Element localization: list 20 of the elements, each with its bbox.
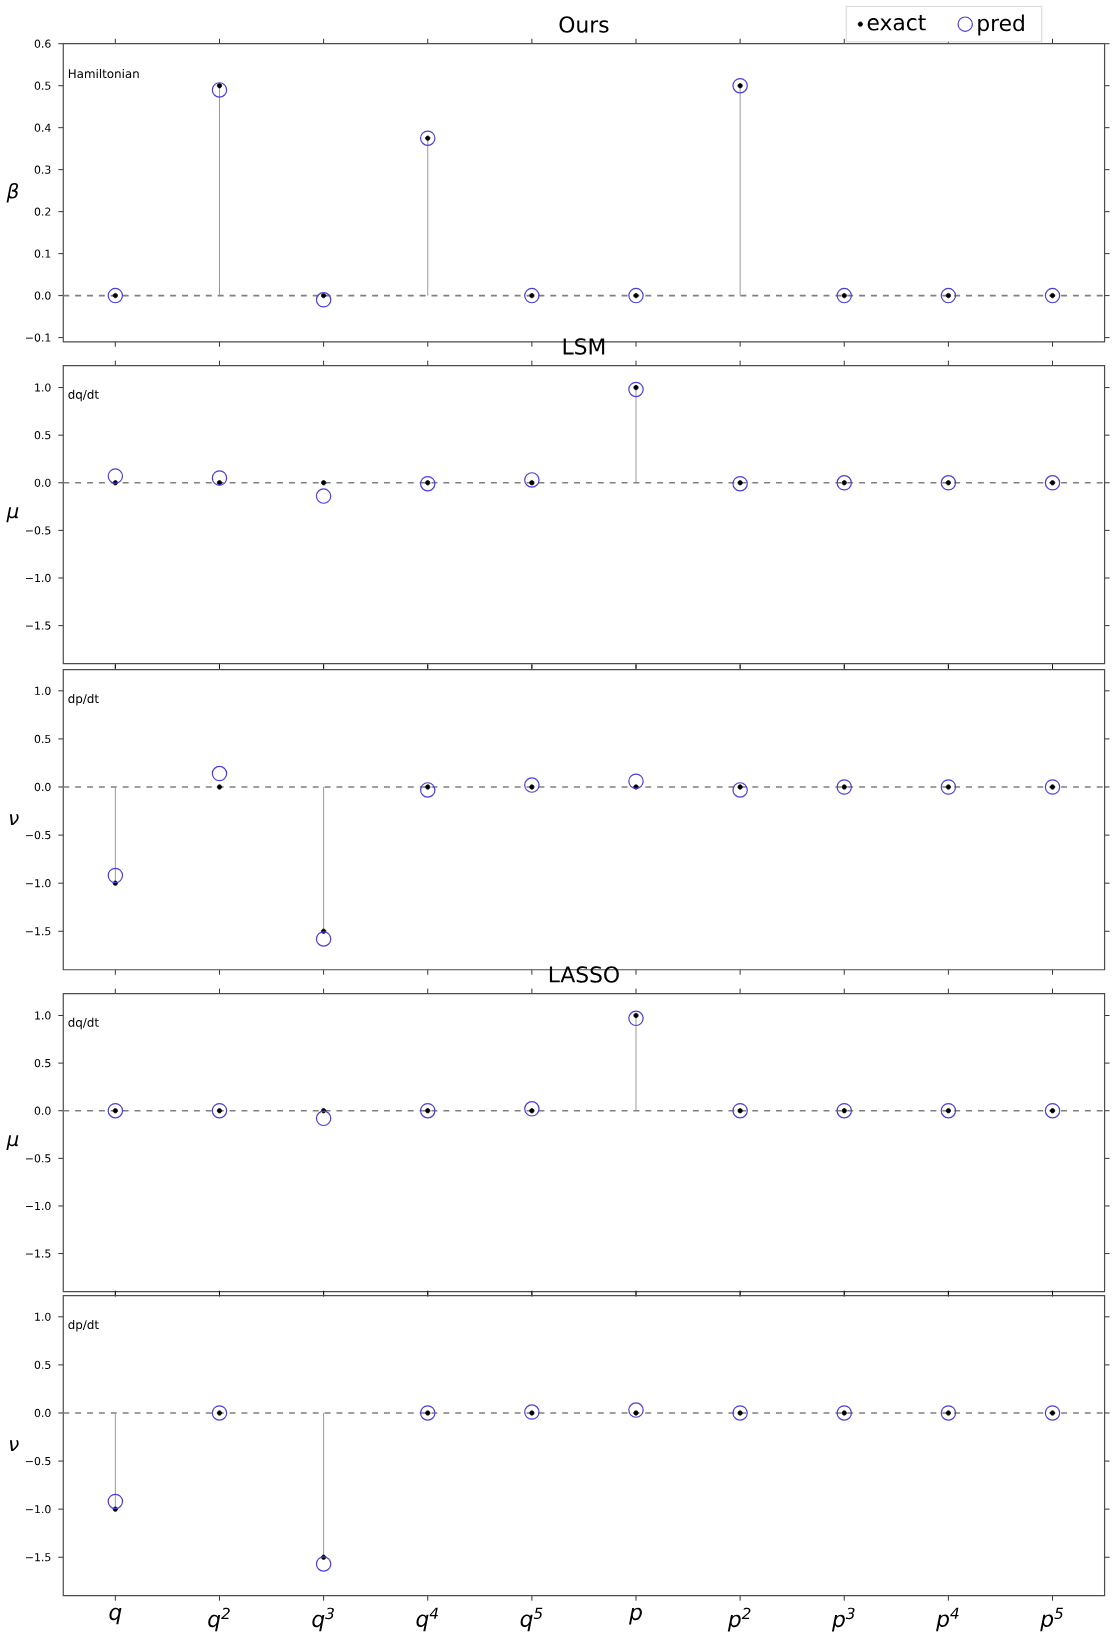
chart-title: LSM bbox=[563, 338, 604, 355]
legend-label: exact bbox=[867, 15, 926, 31]
legend-label: pred bbox=[978, 14, 1024, 36]
y-axis-title: μ bbox=[6, 1135, 19, 1151]
x-tick-label: q$^{2}$ bbox=[207, 1607, 230, 1632]
x-tick-label: p bbox=[628, 1607, 642, 1625]
x-tick-label: p$^{3}$ bbox=[831, 1607, 855, 1632]
x-tick-label: p$^{4}$ bbox=[935, 1607, 959, 1632]
x-tick-label: q$^{4}$ bbox=[416, 1607, 438, 1632]
x-tick-label: q$^{5}$ bbox=[520, 1607, 543, 1632]
y-axis-title: ν bbox=[9, 1440, 19, 1452]
y-axis-title: β bbox=[6, 183, 18, 203]
x-tick-label: p$^{2}$ bbox=[727, 1607, 751, 1632]
chart-title: LASSO bbox=[549, 966, 619, 983]
x-tick-label: q bbox=[109, 1607, 122, 1625]
x-tick-label: p$^{5}$ bbox=[1039, 1607, 1063, 1632]
y-axis-title: ν bbox=[9, 814, 19, 826]
x-tick-label: q$^{3}$ bbox=[312, 1607, 334, 1632]
chart-title: Ours bbox=[559, 16, 609, 33]
y-axis-title: μ bbox=[6, 507, 19, 523]
